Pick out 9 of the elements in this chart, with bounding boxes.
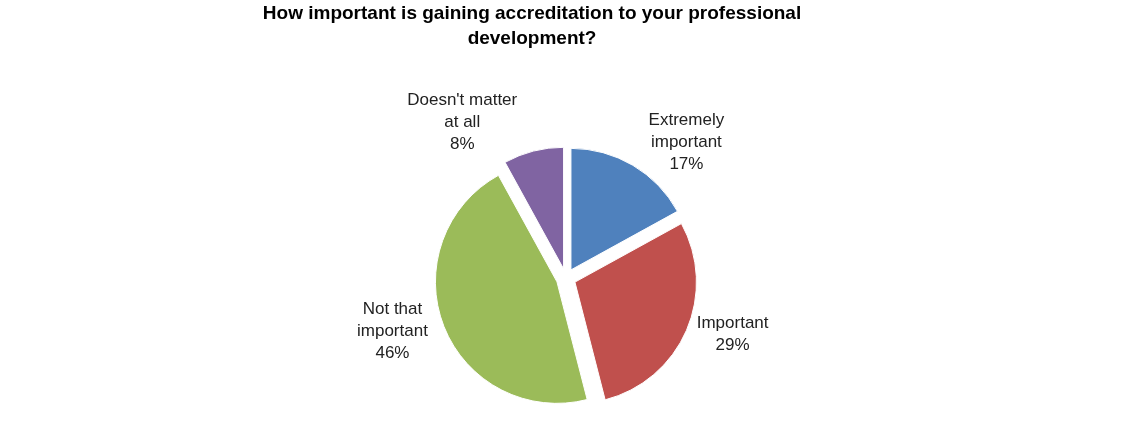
data-label: 46% <box>375 343 410 363</box>
data-label: 29% <box>715 335 750 355</box>
data-label: 8% <box>449 134 475 154</box>
chart-title: How important is gaining accreditation to your professional development? <box>262 2 802 49</box>
data-label: 17% <box>669 154 704 174</box>
slice-label: Doesn't matter at all <box>407 89 518 131</box>
slice-label: Important <box>696 313 769 333</box>
slice-label: Extremely important <box>648 110 725 152</box>
slice-label: Not that important <box>357 299 429 341</box>
